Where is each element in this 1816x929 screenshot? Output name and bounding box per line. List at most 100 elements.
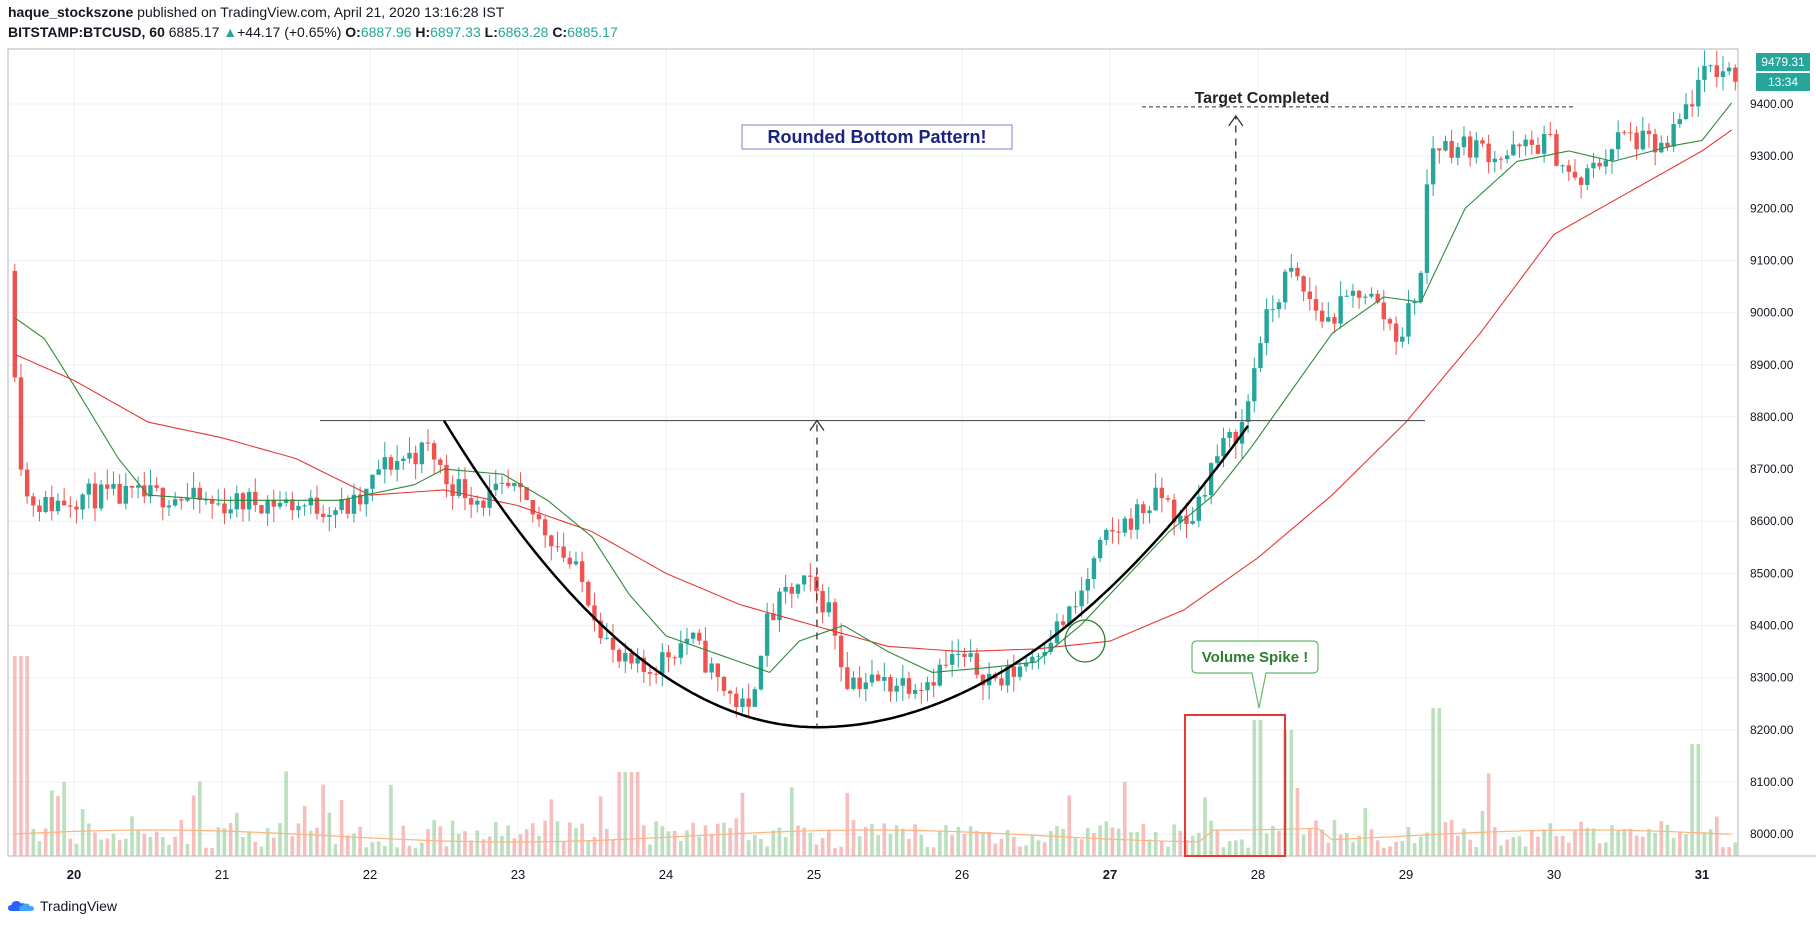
volume-bar <box>1264 833 1269 856</box>
candle-body <box>18 377 24 470</box>
volume-bar <box>1055 826 1059 856</box>
volume-bar <box>383 845 387 856</box>
volume-bar <box>1166 846 1170 856</box>
candle-body <box>808 575 813 577</box>
volume-bar <box>1098 825 1102 856</box>
volume-bar <box>352 833 356 856</box>
volume-bar <box>1042 842 1047 856</box>
candle-body <box>573 561 579 565</box>
candle-body <box>499 482 505 484</box>
y-tick-label: 8100.00 <box>1750 775 1794 789</box>
candle-body <box>43 497 48 513</box>
candle-body <box>1498 158 1504 160</box>
candle-body <box>758 655 764 690</box>
candle-body <box>974 653 979 675</box>
volume-bar <box>1517 836 1522 856</box>
candle-body <box>1689 104 1695 107</box>
candle-body <box>1307 291 1312 300</box>
volume-bar <box>1240 839 1244 856</box>
candle-body <box>536 514 542 520</box>
volume-bar <box>531 823 535 856</box>
candle-body <box>838 635 844 668</box>
candle-body <box>875 674 881 681</box>
high-label: H: <box>415 24 431 40</box>
pattern-label: Rounded Bottom Pattern! <box>768 127 987 147</box>
volume-bar <box>1431 708 1435 856</box>
plot-frame <box>7 48 1739 857</box>
candle-body <box>1073 606 1078 608</box>
candle-body <box>1671 124 1676 147</box>
candle-body <box>820 590 825 613</box>
candle-body <box>80 494 85 510</box>
candle-body <box>117 483 122 504</box>
volume-bar <box>672 830 677 856</box>
candle-body <box>271 499 276 507</box>
candle-body <box>647 672 653 674</box>
candle-body <box>1363 296 1368 298</box>
candle-body <box>1110 529 1115 532</box>
y-tick-label: 8700.00 <box>1750 462 1794 476</box>
y-tick-label: 8400.00 <box>1750 619 1794 633</box>
volume-bar <box>660 826 665 856</box>
volume-bar <box>993 843 998 856</box>
volume-bar <box>1369 829 1374 856</box>
candle-body <box>1529 139 1534 145</box>
volume-bar <box>1036 840 1041 856</box>
candle-body <box>1338 296 1343 324</box>
candle-body <box>234 493 239 510</box>
candle-body <box>1122 518 1127 533</box>
candle-body <box>734 693 739 707</box>
countdown-badge-text: 13:34 <box>1768 75 1798 89</box>
volume-bar <box>759 838 763 856</box>
candle-body <box>1535 144 1541 154</box>
candle-body <box>721 676 727 691</box>
candle-body <box>567 557 572 565</box>
volume-bar <box>685 830 689 856</box>
volume-bar <box>1024 845 1028 856</box>
volume-bar <box>1073 837 1078 856</box>
volume-bar <box>1511 837 1516 856</box>
open-value: 6887.96 <box>360 24 412 40</box>
volume-bar <box>1622 829 1627 856</box>
volume-bar <box>1567 842 1571 856</box>
tradingview-brand[interactable]: TradingView <box>8 898 117 914</box>
y-tick-label: 8500.00 <box>1750 566 1794 580</box>
tradingview-cloud-icon <box>8 901 34 911</box>
volume-bar <box>370 842 375 856</box>
volume-bar <box>259 846 264 856</box>
candle-body <box>801 575 807 585</box>
candle-body <box>1443 140 1448 151</box>
candle-body <box>1030 656 1035 663</box>
volume-bar <box>1110 827 1115 856</box>
volume-bar <box>420 842 424 856</box>
breakout-circle <box>1064 619 1106 663</box>
volume-bar <box>1462 828 1466 856</box>
candle-body <box>598 620 603 639</box>
candle-body <box>678 643 683 658</box>
volume-bar <box>1005 829 1010 856</box>
candle-body <box>1548 133 1553 135</box>
candle-body <box>1036 655 1041 657</box>
candle-body <box>869 674 875 683</box>
volume-bar <box>99 839 103 856</box>
low-value: 6863.28 <box>497 24 549 40</box>
candle-body <box>1492 158 1497 163</box>
candle-body <box>425 442 431 444</box>
volume-bar <box>506 825 510 856</box>
volume-bar <box>401 825 406 856</box>
volume-bar <box>463 831 467 856</box>
author-name[interactable]: haque_stockszone <box>8 4 134 20</box>
volume-bar <box>746 840 751 856</box>
volume-bar <box>161 837 165 856</box>
candle-body <box>684 638 690 644</box>
candle-body <box>783 587 788 592</box>
rounded-bottom-curve <box>442 419 1250 729</box>
volume-bar <box>315 827 319 856</box>
volume-bar <box>395 847 399 856</box>
candle-body <box>1165 498 1171 500</box>
y-tick-label: 9400.00 <box>1750 97 1794 111</box>
volume-bar <box>1708 829 1713 856</box>
volume-bar <box>148 836 153 856</box>
volume-bar <box>432 820 436 856</box>
